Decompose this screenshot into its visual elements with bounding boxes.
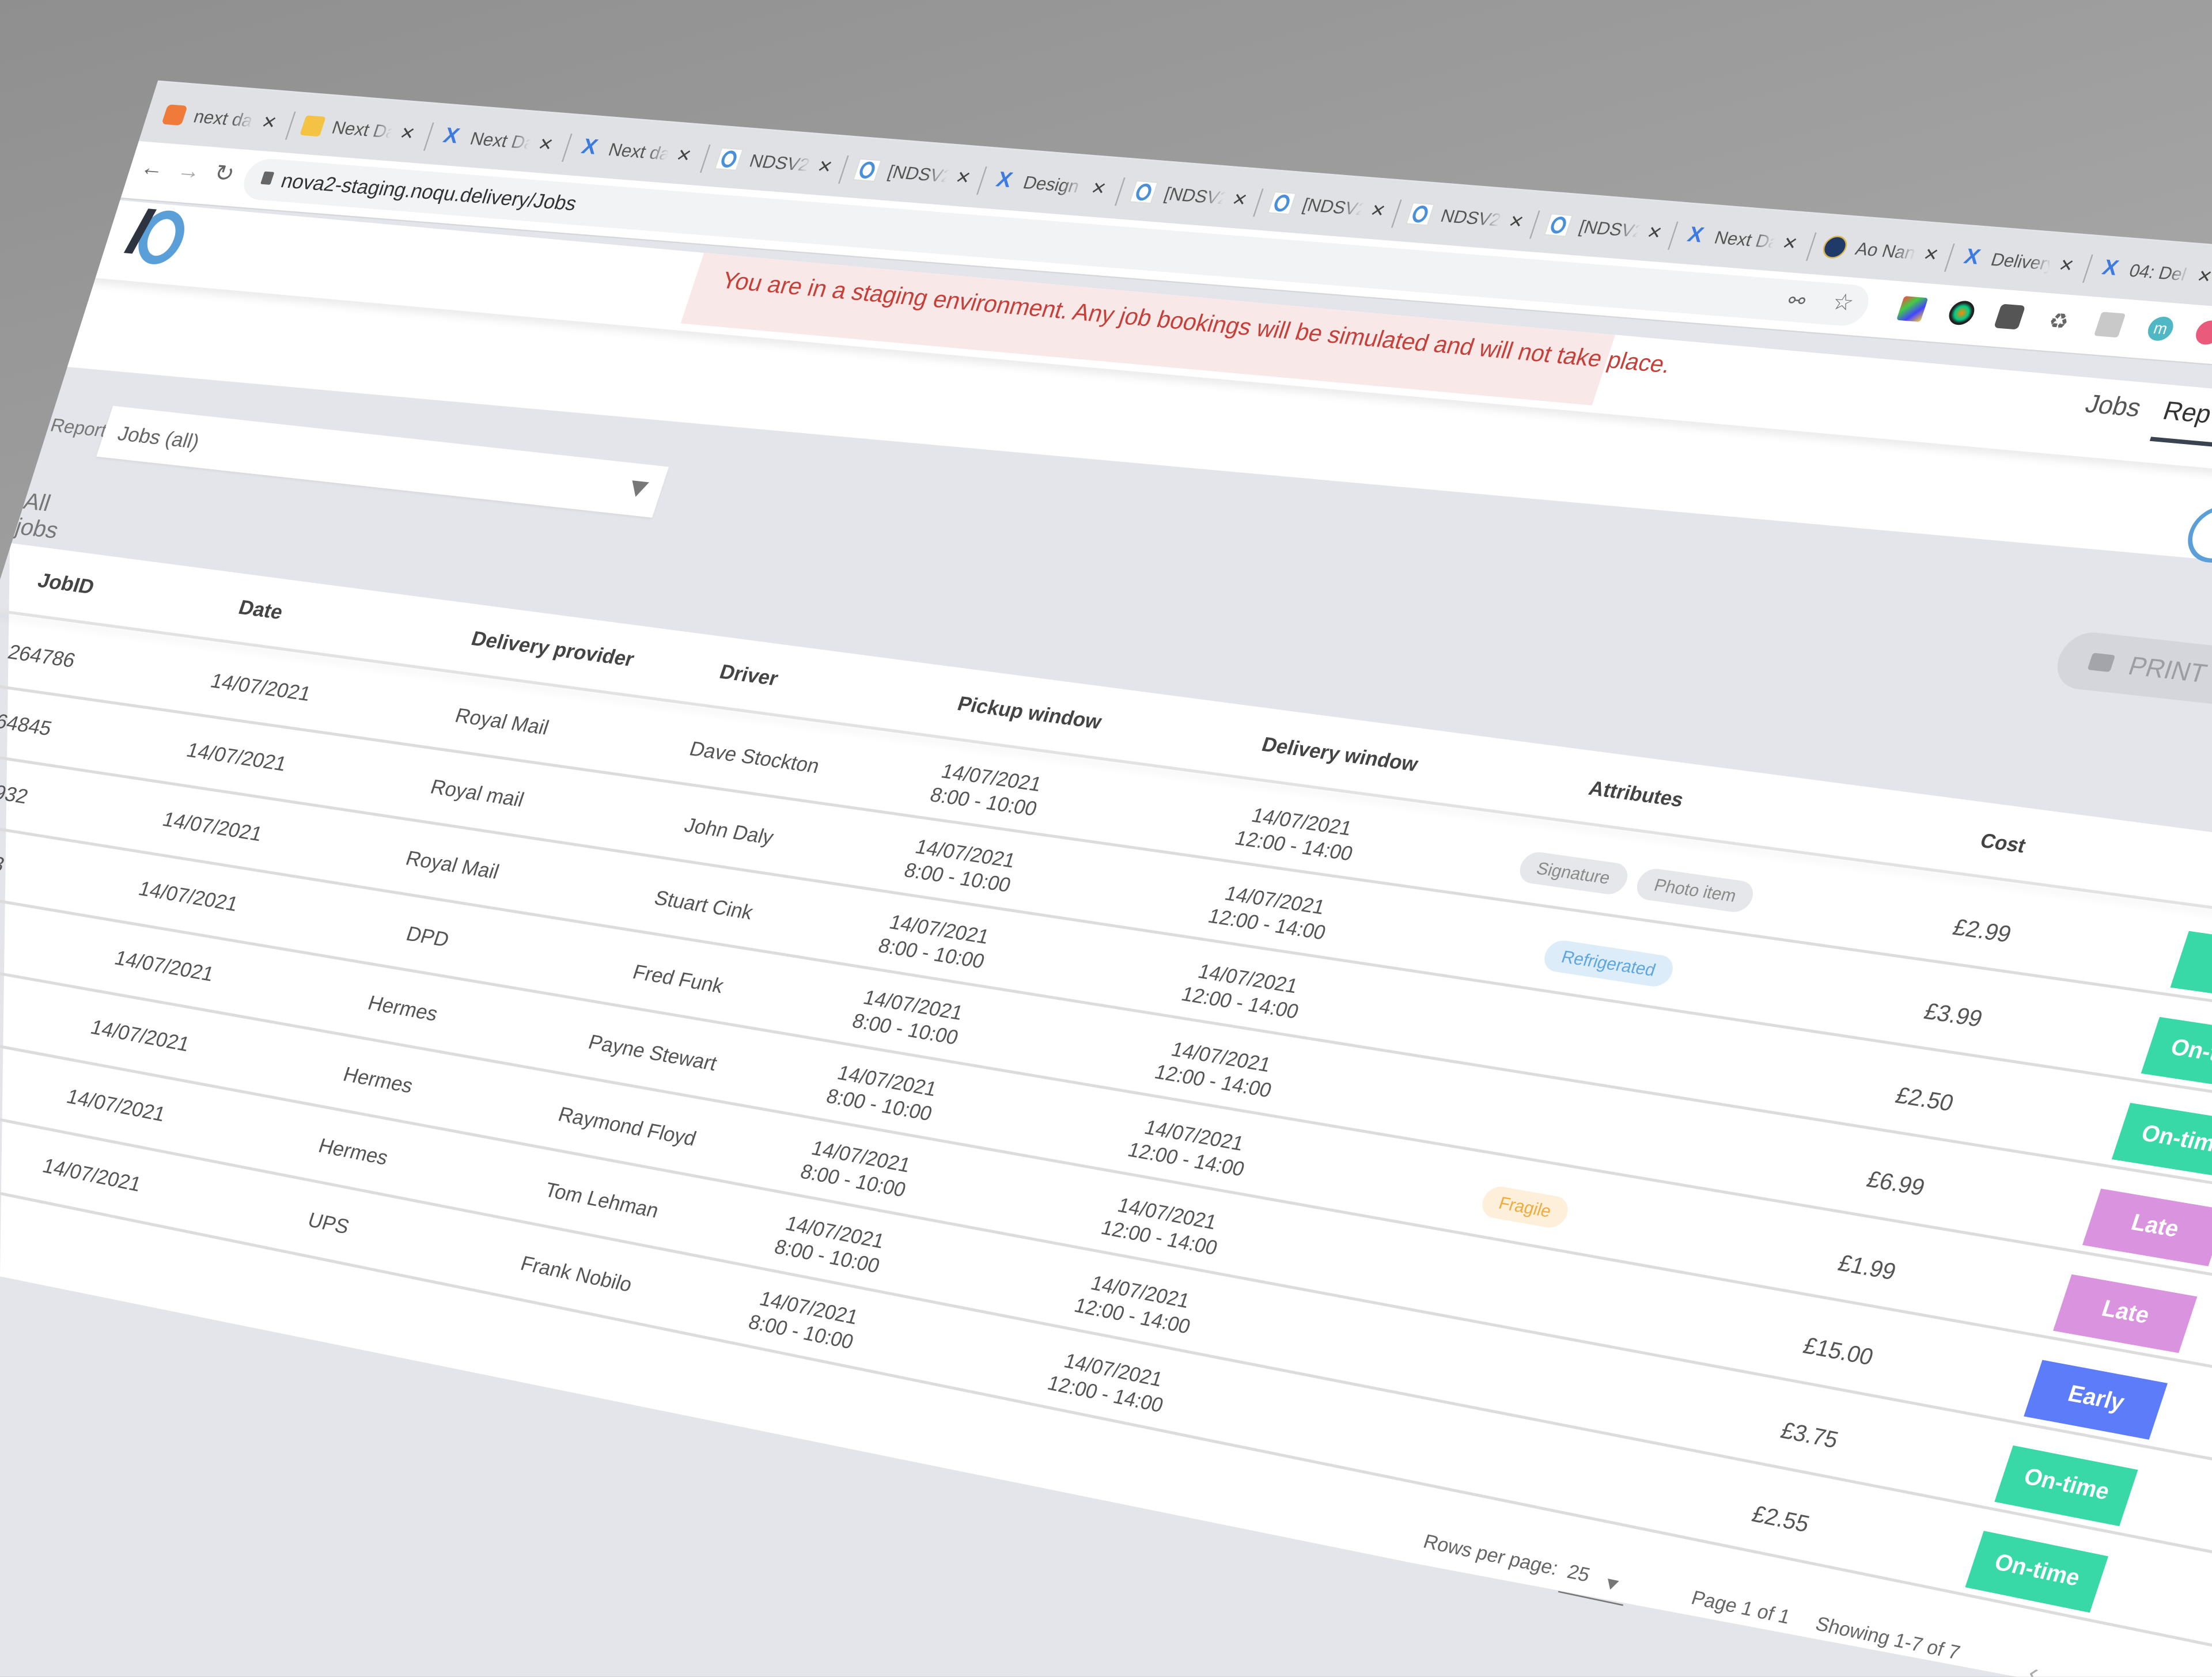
- browser-tab[interactable]: X Next da ✕: [560, 121, 715, 183]
- tab-title: 04: Del: [2126, 260, 2190, 285]
- browser-tab[interactable]: next da ✕: [145, 88, 300, 150]
- noqu-icon: [714, 147, 744, 172]
- tab-close-icon[interactable]: ✕: [1506, 211, 1527, 233]
- orange-app-icon: [161, 104, 188, 126]
- rows-dropdown-arrow-icon: [1604, 1579, 1619, 1591]
- noqu-ring-icon: [857, 161, 877, 180]
- tab-close-icon[interactable]: ✕: [815, 156, 836, 177]
- browser-tab[interactable]: X Delivery ✕: [1942, 231, 2097, 293]
- blue-x-icon: X: [1961, 244, 1983, 270]
- noqu-icon: [1543, 213, 1574, 238]
- noqu-ring-icon: [1272, 193, 1292, 213]
- browser-tab[interactable]: Ao Nan ✕: [1804, 220, 1959, 282]
- noqu-icon: [1267, 191, 1297, 215]
- tab-close-icon[interactable]: ✕: [259, 112, 280, 133]
- tab-close-icon[interactable]: ✕: [1644, 222, 1665, 244]
- tab-close-icon[interactable]: ✕: [1368, 200, 1389, 222]
- tab-title: Next Da: [329, 117, 395, 142]
- tab-title: Delivery: [1988, 249, 2054, 275]
- tab-close-icon[interactable]: ✕: [1921, 244, 1942, 265]
- tab-title: [NDSV2: [1576, 217, 1642, 242]
- tab-title: Next Da: [1711, 227, 1778, 252]
- blue-x-icon: X: [578, 134, 601, 160]
- noqu-icon: [1405, 202, 1435, 226]
- browser-tab[interactable]: NDSV2 ✕: [1389, 187, 1544, 249]
- tab-title: [NDSV2: [1300, 195, 1366, 219]
- browser-tab[interactable]: [NDSV2 ✕: [1528, 198, 1683, 260]
- blue-x-icon: X: [440, 123, 463, 149]
- tab-title: next da: [191, 107, 256, 131]
- tab-title: NDSV2: [1438, 206, 1503, 230]
- table-card-surface: [0, 542, 2212, 1677]
- yellow-doc-icon: [300, 115, 326, 137]
- tab-title: Next Da: [467, 128, 533, 153]
- tab-title: Next da: [605, 139, 672, 164]
- browser-tab[interactable]: X Next Da ✕: [422, 110, 577, 172]
- attribute-chip: Refrigerated: [1540, 938, 1677, 989]
- rows-per-page-value: 25: [1565, 1560, 1593, 1587]
- tab-close-icon[interactable]: ✕: [1088, 178, 1109, 199]
- blue-x-icon: X: [993, 168, 1016, 193]
- attribute-chip: Fragile: [1478, 1184, 1573, 1231]
- noqu-icon: [852, 158, 882, 183]
- tab-title: [NDSV2: [885, 162, 951, 187]
- attribute-chip: Signature: [1515, 850, 1632, 897]
- tab-close-icon[interactable]: ✕: [1779, 233, 1801, 254]
- noqu-ring-icon: [1548, 216, 1569, 234]
- browser-tab[interactable]: NDSV2 ✕: [698, 132, 853, 193]
- noqu-ring-icon: [1134, 183, 1154, 202]
- tab-close-icon[interactable]: ✕: [673, 145, 695, 166]
- browser-tab[interactable]: X Next Da ✕: [1666, 209, 1821, 271]
- noqu-icon: [1128, 180, 1159, 204]
- blue-x-icon: X: [2099, 256, 2122, 281]
- browser-tab[interactable]: [NDSV2 ✕: [1251, 176, 1406, 237]
- attribute-chip: Photo item: [1633, 867, 1758, 915]
- browser-tab[interactable]: [NDSV2 ✕: [1113, 165, 1268, 226]
- noqu-ring-icon: [719, 150, 739, 168]
- navy-circle-icon: [1820, 234, 1850, 260]
- tab-title: Design: [1020, 172, 1082, 197]
- tab-title: Ao Nan: [1853, 238, 1919, 264]
- tab-title: [NDSV2: [1161, 184, 1228, 208]
- browser-tab[interactable]: Next Da ✕: [283, 99, 438, 161]
- browser-tab[interactable]: [NDSV2 ✕: [836, 143, 991, 204]
- tab-close-icon[interactable]: ✕: [2056, 255, 2077, 276]
- noqu-ring-icon: [1410, 205, 1430, 223]
- blue-x-icon: X: [1684, 222, 1707, 248]
- tab-close-icon[interactable]: ✕: [397, 123, 418, 144]
- tab-close-icon[interactable]: ✕: [953, 167, 974, 188]
- browser-tab[interactable]: X Design ✕: [975, 154, 1130, 215]
- tab-title: NDSV2: [747, 151, 812, 176]
- tab-close-icon[interactable]: ✕: [535, 134, 556, 155]
- tab-close-icon[interactable]: ✕: [2194, 266, 2212, 287]
- tab-close-icon[interactable]: ✕: [1229, 189, 1251, 210]
